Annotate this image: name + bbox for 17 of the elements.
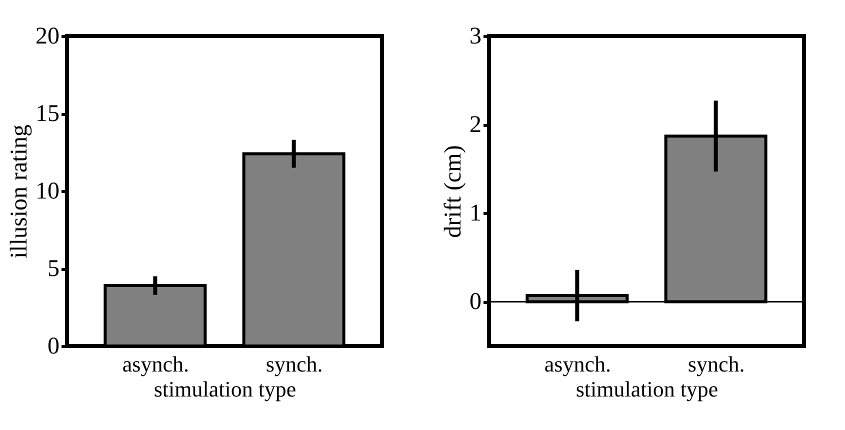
x-tick-label: synch. <box>688 352 745 376</box>
y-tick-label: 3 <box>470 24 482 50</box>
y-axis-title: illusion rating <box>6 124 32 258</box>
y-tick-label: 0 <box>48 334 60 360</box>
y-axis-title: drift (cm) <box>440 145 466 238</box>
x-tick-label: synch. <box>266 352 323 376</box>
y-tick-label: 10 <box>36 178 60 204</box>
y-tick-label: 5 <box>48 256 60 282</box>
x-axis-title: stimulation type <box>576 376 718 402</box>
x-axis-title: stimulation type <box>154 376 296 402</box>
x-tick-label: asynch. <box>544 352 611 376</box>
y-tick-label: 20 <box>36 24 60 50</box>
y-tick-label: 2 <box>470 112 482 138</box>
x-tick-label: asynch. <box>122 352 189 376</box>
y-tick-label: 1 <box>470 200 482 227</box>
y-tick-label: 15 <box>36 101 60 127</box>
y-tick-label: 0 <box>470 289 482 316</box>
